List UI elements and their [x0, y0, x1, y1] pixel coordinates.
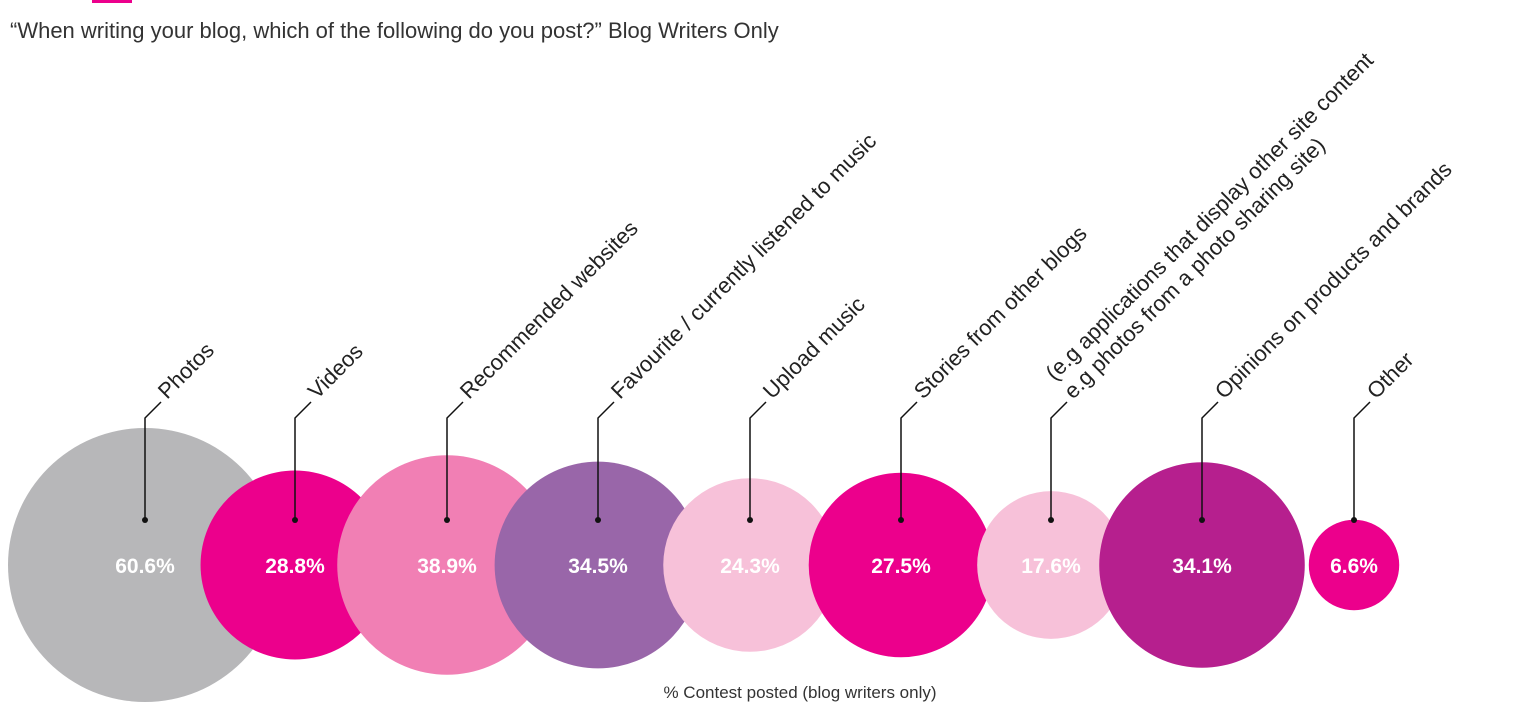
leader-line-3 — [597, 401, 615, 520]
bubble-0 — [8, 428, 282, 702]
bubble-2 — [337, 455, 557, 675]
value-label-1: 28.8% — [265, 555, 325, 578]
category-label-6-line-0: (e.g applications that display other sit… — [1040, 48, 1378, 386]
value-label-3: 34.5% — [568, 555, 628, 578]
category-label-6: (e.g applications that display other sit… — [1040, 48, 1396, 404]
leader-line-1 — [294, 401, 312, 520]
value-label-8: 6.6% — [1330, 555, 1378, 578]
leader-dot-2 — [444, 517, 450, 523]
leader-dot-1 — [292, 517, 298, 523]
leader-line-2 — [446, 401, 464, 520]
bubble-8 — [1308, 519, 1400, 611]
chart-subtitle: “When writing your blog, which of the fo… — [10, 18, 779, 43]
category-label-0: Photos — [153, 337, 219, 403]
bubble-1 — [200, 470, 390, 660]
value-label-6: 17.6% — [1021, 555, 1081, 578]
category-label-4: Upload music — [758, 292, 870, 404]
leader-dot-7 — [1199, 517, 1205, 523]
value-label-4: 24.3% — [720, 555, 780, 578]
value-label-0: 60.6% — [115, 555, 175, 578]
leader-dot-5 — [898, 517, 904, 523]
bubble-6 — [977, 491, 1125, 639]
leader-dot-8 — [1351, 517, 1357, 523]
leader-dot-0 — [142, 517, 148, 523]
category-label-3: Favourite / currently listened to music — [606, 128, 881, 403]
bubble-7 — [1099, 462, 1305, 668]
value-label-5: 27.5% — [871, 555, 931, 578]
bubble-5 — [808, 472, 994, 658]
category-label-2: Recommended websites — [455, 216, 643, 404]
category-label-1: Videos — [303, 339, 368, 404]
leader-line-7 — [1201, 401, 1219, 520]
leader-dot-3 — [595, 517, 601, 523]
bubble-3 — [494, 461, 702, 669]
leader-dot-4 — [747, 517, 753, 523]
leader-dot-6 — [1048, 517, 1054, 523]
value-label-2: 38.9% — [417, 555, 477, 578]
x-axis-label: % Contest posted (blog writers only) — [663, 683, 936, 702]
bubble-group-8: 6.6% Other — [1308, 347, 1419, 611]
bubble-4 — [663, 478, 837, 652]
leader-line-0 — [144, 401, 162, 520]
bubble-group-7: 34.1%Opinions on products and brands — [1099, 157, 1457, 668]
value-label-7: 34.1% — [1172, 555, 1232, 578]
leader-line-5 — [900, 401, 918, 520]
leader-line-6 — [1050, 401, 1068, 520]
leader-line-8 — [1353, 401, 1371, 520]
category-label-8: Other — [1362, 347, 1419, 404]
title-accent-bar — [92, 0, 132, 3]
leader-line-4 — [749, 401, 767, 520]
category-label-6-line-1: e.g photos from a photo sharing site) — [1059, 132, 1330, 403]
